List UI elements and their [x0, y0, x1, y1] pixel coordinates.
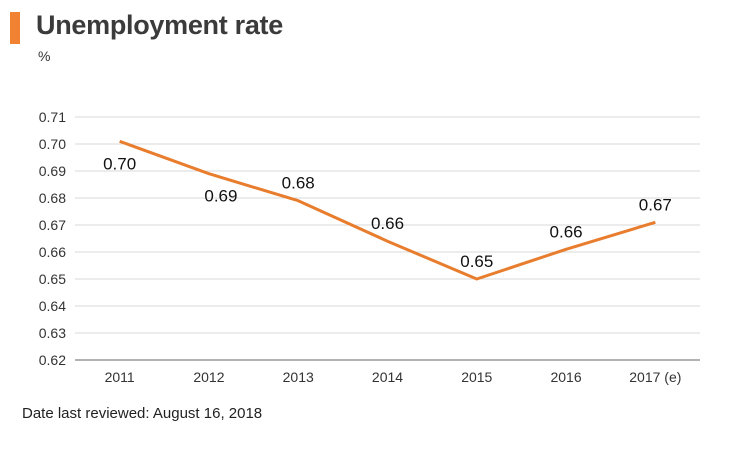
y-tick-label: 0.64: [39, 298, 66, 314]
data-label: 0.66: [550, 222, 583, 241]
title-accent-bar: [10, 12, 20, 44]
data-label: 0.66: [371, 214, 404, 233]
data-label: 0.68: [282, 174, 315, 193]
x-axis-ticks: 2011 2012 2013 2014 2015 2016 2017 (e): [105, 369, 682, 385]
x-tick-label: 2014: [372, 369, 403, 385]
data-label: 0.65: [460, 252, 493, 271]
unit-label: %: [38, 48, 51, 64]
series-line: [119, 139, 656, 281]
data-labels: 0.70 0.69 0.68 0.66 0.65 0.66 0.67: [103, 154, 672, 271]
y-tick-label: 0.65: [39, 271, 66, 287]
y-tick-label: 0.67: [39, 217, 66, 233]
x-tick-label: 2012: [193, 369, 224, 385]
series-line-layer: [119, 139, 656, 281]
x-tick-label: 2011: [105, 369, 135, 385]
data-label: 0.69: [204, 187, 237, 206]
x-tick-label: 2016: [550, 369, 581, 385]
grid-lines: [75, 116, 700, 361]
y-tick-label: 0.71: [39, 109, 66, 125]
y-tick-label: 0.68: [39, 190, 66, 206]
y-tick-label: 0.69: [39, 163, 66, 179]
x-tick-label: 2015: [461, 369, 492, 385]
data-label: 0.70: [103, 154, 136, 173]
x-tick-label: 2017 (e): [629, 369, 681, 385]
y-tick-label: 0.70: [39, 136, 66, 152]
y-tick-label: 0.62: [39, 352, 66, 368]
y-tick-label: 0.66: [39, 244, 66, 260]
x-tick-label: 2013: [283, 369, 314, 385]
chart-title: Unemployment rate: [36, 10, 283, 40]
data-label: 0.67: [639, 195, 672, 214]
y-axis-ticks: 0.71 0.70 0.69 0.68 0.67 0.66 0.65 0.64 0.63 0.62: [39, 109, 66, 368]
date-reviewed-footer: Date last reviewed: August 16, 2018: [22, 405, 263, 422]
y-tick-label: 0.63: [39, 325, 66, 341]
